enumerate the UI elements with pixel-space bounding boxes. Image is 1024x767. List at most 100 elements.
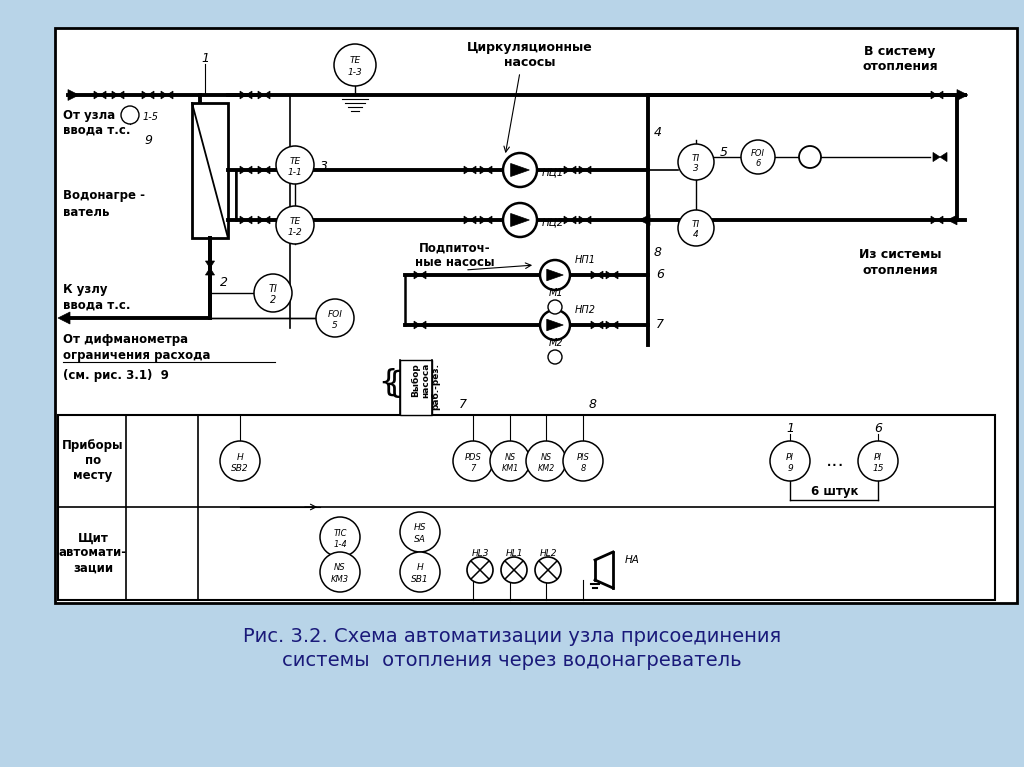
Text: TE: TE [290, 217, 301, 225]
Circle shape [678, 144, 714, 180]
Polygon shape [947, 216, 957, 225]
Bar [58, 415, 995, 600]
Polygon shape [470, 216, 476, 224]
Text: раб.-рез.: раб.-рез. [431, 363, 440, 410]
Text: M2: M2 [549, 338, 563, 348]
Text: 4: 4 [654, 126, 662, 139]
Text: Щит
автомати-
зации: Щит автомати- зации [59, 532, 127, 574]
Polygon shape [258, 166, 264, 174]
Polygon shape [940, 153, 947, 162]
Polygon shape [414, 321, 420, 329]
Text: От узла: От узла [63, 108, 116, 121]
Text: TI: TI [692, 220, 700, 229]
Text: Выбор: Выбор [412, 363, 421, 397]
Polygon shape [547, 319, 563, 331]
Text: 5: 5 [332, 321, 338, 330]
Text: 1-2: 1-2 [288, 228, 302, 237]
Polygon shape [240, 91, 246, 99]
Polygon shape [258, 91, 264, 99]
Text: SB1: SB1 [412, 575, 429, 584]
Circle shape [467, 557, 493, 583]
Text: 5: 5 [720, 146, 728, 159]
Circle shape [540, 260, 570, 290]
Polygon shape [464, 216, 470, 224]
Text: 7: 7 [656, 318, 664, 331]
Polygon shape [931, 91, 937, 99]
Text: 3: 3 [693, 164, 698, 173]
Polygon shape [570, 216, 575, 224]
Text: 8: 8 [654, 245, 662, 258]
Circle shape [535, 557, 561, 583]
Text: 1-3: 1-3 [347, 68, 362, 77]
Polygon shape [420, 321, 426, 329]
Text: 9: 9 [144, 133, 152, 146]
Text: ...: ... [825, 452, 845, 470]
Circle shape [276, 146, 314, 184]
Polygon shape [937, 91, 943, 99]
Text: FOI: FOI [751, 149, 765, 158]
Text: KM1: KM1 [502, 464, 518, 473]
Text: От дифманометра: От дифманометра [63, 334, 188, 347]
Polygon shape [264, 216, 270, 224]
Text: Рис. 3.2. Схема автоматизации узла присоединения: Рис. 3.2. Схема автоматизации узла присо… [243, 627, 781, 647]
Text: ввода т.с.: ввода т.с. [63, 123, 130, 137]
Polygon shape [264, 166, 270, 174]
Polygon shape [414, 271, 420, 279]
Text: насосы: насосы [504, 57, 556, 70]
Polygon shape [579, 216, 585, 224]
Polygon shape [564, 216, 570, 224]
Text: отопления: отопления [862, 264, 938, 276]
Circle shape [400, 552, 440, 592]
Polygon shape [118, 91, 124, 99]
Circle shape [319, 517, 360, 557]
Polygon shape [612, 321, 618, 329]
Polygon shape [937, 216, 943, 224]
Text: насоса: насоса [422, 363, 430, 398]
Polygon shape [480, 166, 486, 174]
Bar [193, 103, 228, 238]
Text: К узлу: К узлу [63, 284, 108, 297]
Polygon shape [240, 216, 246, 224]
Text: Водонагре -: Водонагре - [63, 189, 145, 202]
Text: Из системы: Из системы [859, 249, 941, 262]
Text: HL2: HL2 [540, 549, 557, 558]
Text: H: H [417, 564, 423, 572]
Bar [55, 28, 1017, 603]
Text: отопления: отопления [862, 61, 938, 74]
Circle shape [121, 106, 139, 124]
Text: системы  отопления через водонагреватель: системы отопления через водонагреватель [283, 650, 741, 670]
Polygon shape [591, 321, 597, 329]
Circle shape [220, 441, 260, 481]
Circle shape [799, 146, 821, 168]
Circle shape [548, 300, 562, 314]
Polygon shape [606, 271, 612, 279]
Text: ввода т.с.: ввода т.с. [63, 298, 130, 311]
Text: KM3: KM3 [331, 575, 349, 584]
Circle shape [453, 441, 493, 481]
Text: 7: 7 [459, 399, 467, 412]
Text: H: H [237, 453, 244, 462]
Bar [400, 360, 432, 415]
Polygon shape [570, 166, 575, 174]
Text: }: } [378, 367, 397, 397]
Text: TI: TI [692, 154, 700, 163]
Text: NS: NS [505, 453, 515, 462]
Text: 4: 4 [693, 230, 698, 239]
Text: 1-5: 1-5 [143, 112, 159, 122]
Text: 1: 1 [786, 422, 794, 434]
Polygon shape [464, 166, 470, 174]
Polygon shape [957, 90, 968, 100]
Text: Приборы
по
месту: Приборы по месту [62, 439, 124, 482]
Circle shape [334, 44, 376, 86]
Text: 15: 15 [872, 464, 884, 473]
Text: 1-4: 1-4 [333, 540, 347, 549]
Text: Циркуляционные: Циркуляционные [467, 41, 593, 54]
Text: (см. рис. 3.1)  9: (см. рис. 3.1) 9 [63, 370, 169, 383]
Circle shape [501, 557, 527, 583]
Polygon shape [511, 213, 529, 226]
Text: 6: 6 [656, 268, 664, 281]
Polygon shape [606, 321, 612, 329]
Polygon shape [100, 91, 106, 99]
Polygon shape [597, 271, 603, 279]
Text: НП1: НП1 [575, 255, 596, 265]
